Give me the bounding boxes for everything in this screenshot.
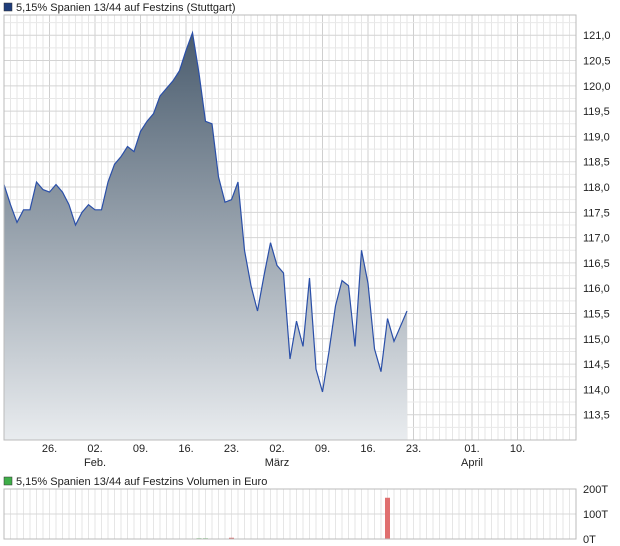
volume-bars: [196, 497, 390, 540]
main-y-axis: 113,5 114,0 114,5 115,0 115,5 116,0 116,5 117,0…: [583, 30, 611, 421]
x-tick-label: 02.: [87, 443, 102, 455]
x-month-label: Feb.: [84, 457, 106, 469]
price-series-line: [3, 30, 408, 393]
volume-bar: [229, 537, 234, 539]
x-tick-label: 09.: [315, 443, 330, 455]
y-tick-label: 120,0: [583, 81, 611, 93]
volume-chart-title: 5,15% Spanien 13/44 auf Festzins Volumen…: [16, 476, 267, 488]
main-chart-title: 5,15% Spanien 13/44 auf Festzins (Stuttg…: [16, 2, 236, 14]
x-tick-label: 02.: [269, 443, 284, 455]
volume-plot-border: [3, 488, 577, 540]
y-tick-label: 114,5: [583, 359, 610, 371]
main-legend-swatch: [3, 2, 13, 12]
x-month-label: März: [265, 457, 289, 469]
y-tick-label: 116,5: [583, 258, 610, 270]
y-tick-label: 120,5: [583, 56, 611, 68]
volume-y-tick-label: 100T: [583, 509, 608, 521]
volume-y-tick-label: 0T: [583, 534, 596, 546]
y-tick-label: 118,5: [583, 157, 610, 169]
x-tick-label: 26.: [42, 443, 57, 455]
main-x-axis: 26. 02. 09. 16. 23. 02. 09. 16. 23. 01. 10. Feb. Mär…: [42, 443, 525, 469]
y-tick-label: 117,0: [583, 233, 610, 245]
x-tick-label: 10.: [510, 443, 525, 455]
x-month-label: April: [461, 457, 483, 469]
price-area-fill: [4, 32, 407, 440]
volume-bar: [385, 497, 390, 539]
y-tick-label: 114,0: [583, 384, 610, 396]
volume-legend-swatch: [3, 476, 13, 486]
y-tick-label: 115,0: [583, 334, 610, 346]
y-tick-label: 116,0: [583, 283, 610, 295]
y-tick-label: 121,0: [583, 30, 611, 42]
y-tick-label: 117,5: [583, 207, 610, 219]
x-tick-label: 16.: [178, 443, 193, 455]
main-plot-border: [3, 14, 577, 441]
y-tick-label: 118,0: [583, 182, 610, 194]
x-tick-label: 23.: [406, 443, 421, 455]
volume-grid: [3, 488, 577, 540]
volume-y-axis: 0T 100T 200T: [583, 484, 608, 546]
watermark: ECK: [347, 226, 396, 251]
x-tick-label: 23.: [224, 443, 239, 455]
x-tick-label: 09.: [133, 443, 148, 455]
x-tick-label: 16.: [360, 443, 375, 455]
y-tick-label: 113,5: [583, 410, 610, 422]
volume-y-tick-label: 200T: [583, 484, 608, 496]
y-tick-label: 115,5: [583, 309, 610, 321]
y-tick-label: 119,5: [583, 106, 610, 118]
y-tick-label: 119,0: [583, 131, 610, 143]
x-tick-label: 01.: [464, 443, 479, 455]
